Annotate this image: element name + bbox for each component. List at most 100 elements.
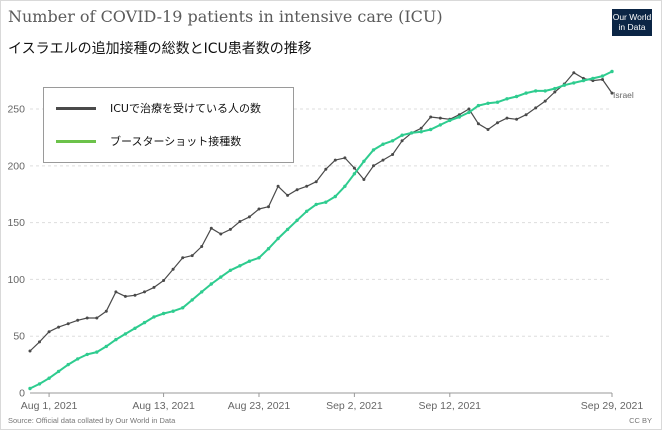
data-point-icu[interactable] bbox=[314, 180, 318, 184]
data-point-icu[interactable] bbox=[66, 322, 70, 326]
owid-logo[interactable]: Our World in Data bbox=[612, 9, 652, 36]
data-point-icu[interactable] bbox=[28, 349, 32, 353]
data-point-icu[interactable] bbox=[324, 167, 328, 171]
data-point-booster[interactable] bbox=[324, 200, 328, 204]
data-point-icu[interactable] bbox=[524, 113, 528, 117]
data-point-booster[interactable] bbox=[438, 123, 442, 127]
data-point-booster[interactable] bbox=[486, 101, 490, 106]
data-point-icu[interactable] bbox=[152, 285, 156, 289]
data-point-booster[interactable] bbox=[123, 332, 128, 336]
data-point-booster[interactable] bbox=[66, 362, 70, 367]
data-point-icu[interactable] bbox=[76, 318, 80, 322]
data-point-icu[interactable] bbox=[123, 294, 127, 298]
data-point-booster[interactable] bbox=[114, 337, 118, 342]
data-point-booster[interactable] bbox=[524, 91, 528, 95]
data-point-icu[interactable] bbox=[238, 220, 242, 223]
data-point-icu[interactable] bbox=[505, 116, 509, 120]
data-point-booster[interactable] bbox=[171, 309, 175, 313]
data-point-icu[interactable] bbox=[381, 158, 385, 162]
data-point-icu[interactable] bbox=[572, 71, 576, 75]
data-point-icu[interactable] bbox=[372, 164, 375, 168]
data-point-icu[interactable] bbox=[553, 90, 557, 94]
data-point-booster[interactable] bbox=[104, 344, 109, 349]
data-point-icu[interactable] bbox=[467, 107, 471, 111]
data-point-booster[interactable] bbox=[28, 386, 32, 391]
license-link[interactable]: CC BY bbox=[629, 416, 652, 425]
data-point-booster[interactable] bbox=[467, 110, 471, 115]
data-point-icu[interactable] bbox=[486, 128, 490, 131]
data-point-booster[interactable] bbox=[610, 69, 614, 74]
data-point-icu[interactable] bbox=[534, 106, 538, 110]
data-point-icu[interactable] bbox=[276, 184, 280, 188]
data-point-booster[interactable] bbox=[429, 127, 433, 132]
data-point-booster[interactable] bbox=[333, 194, 337, 199]
data-point-booster[interactable] bbox=[219, 275, 223, 279]
data-point-icu[interactable] bbox=[104, 309, 108, 313]
data-point-booster[interactable] bbox=[600, 74, 605, 78]
data-point-icu[interactable] bbox=[171, 267, 175, 271]
data-point-icu[interactable] bbox=[610, 91, 614, 95]
data-point-icu[interactable] bbox=[114, 290, 118, 294]
data-point-icu[interactable] bbox=[95, 316, 99, 320]
data-point-booster[interactable] bbox=[37, 382, 42, 386]
data-point-icu[interactable] bbox=[57, 325, 61, 329]
data-point-booster[interactable] bbox=[409, 131, 414, 135]
legend-item-booster[interactable]: ブースターショット接種数 bbox=[56, 133, 241, 149]
data-point-booster[interactable] bbox=[572, 81, 576, 85]
data-point-icu[interactable] bbox=[200, 245, 204, 248]
data-point-booster[interactable] bbox=[419, 130, 423, 134]
data-point-icu[interactable] bbox=[228, 227, 232, 231]
data-point-booster[interactable] bbox=[161, 311, 166, 316]
data-point-booster[interactable] bbox=[457, 115, 461, 119]
data-point-icu[interactable] bbox=[190, 254, 194, 258]
data-point-booster[interactable] bbox=[247, 259, 252, 263]
data-point-booster[interactable] bbox=[95, 350, 99, 354]
data-point-booster[interactable] bbox=[142, 320, 147, 325]
data-point-booster[interactable] bbox=[285, 227, 290, 232]
data-point-icu[interactable] bbox=[133, 293, 137, 297]
data-point-icu[interactable] bbox=[438, 116, 442, 120]
data-point-icu[interactable] bbox=[257, 207, 261, 211]
data-point-booster[interactable] bbox=[47, 376, 51, 380]
data-point-icu[interactable] bbox=[457, 113, 461, 117]
data-point-booster[interactable] bbox=[591, 76, 595, 81]
data-point-booster[interactable] bbox=[228, 268, 233, 272]
data-point-icu[interactable] bbox=[419, 126, 423, 130]
data-point-icu[interactable] bbox=[286, 193, 290, 197]
data-point-booster[interactable] bbox=[181, 306, 185, 310]
data-point-booster[interactable] bbox=[362, 159, 366, 163]
data-point-icu[interactable] bbox=[343, 156, 347, 160]
data-point-booster[interactable] bbox=[266, 247, 271, 251]
data-point-booster[interactable] bbox=[343, 184, 347, 188]
data-point-booster[interactable] bbox=[314, 202, 318, 207]
data-point-icu[interactable] bbox=[219, 232, 223, 236]
data-point-icu[interactable] bbox=[543, 99, 547, 103]
data-point-icu[interactable] bbox=[143, 290, 146, 294]
data-point-booster[interactable] bbox=[581, 78, 586, 83]
data-point-icu[interactable] bbox=[295, 188, 299, 192]
data-point-booster[interactable] bbox=[209, 282, 213, 286]
data-point-booster[interactable] bbox=[400, 133, 404, 137]
data-point-booster[interactable] bbox=[562, 83, 566, 87]
data-point-booster[interactable] bbox=[276, 236, 280, 241]
data-point-booster[interactable] bbox=[305, 209, 309, 213]
data-point-icu[interactable] bbox=[181, 256, 185, 260]
data-point-booster[interactable] bbox=[352, 172, 357, 176]
data-point-icu[interactable] bbox=[429, 115, 433, 119]
data-point-icu[interactable] bbox=[400, 139, 404, 143]
data-point-icu[interactable] bbox=[476, 122, 480, 126]
data-point-icu[interactable] bbox=[38, 340, 41, 344]
data-point-icu[interactable] bbox=[352, 166, 356, 170]
data-point-booster[interactable] bbox=[190, 298, 194, 302]
data-point-booster[interactable] bbox=[56, 369, 61, 374]
data-point-booster[interactable] bbox=[133, 326, 137, 330]
data-point-booster[interactable] bbox=[257, 256, 261, 260]
data-point-booster[interactable] bbox=[514, 94, 519, 99]
data-point-icu[interactable] bbox=[305, 184, 309, 188]
data-point-booster[interactable] bbox=[200, 290, 204, 294]
legend-item-icu[interactable]: ICUで治療を受けている人の数 bbox=[56, 100, 261, 116]
data-point-booster[interactable] bbox=[495, 100, 500, 104]
data-point-icu[interactable] bbox=[515, 117, 519, 121]
data-point-booster[interactable] bbox=[390, 139, 395, 143]
data-point-booster[interactable] bbox=[553, 86, 557, 91]
